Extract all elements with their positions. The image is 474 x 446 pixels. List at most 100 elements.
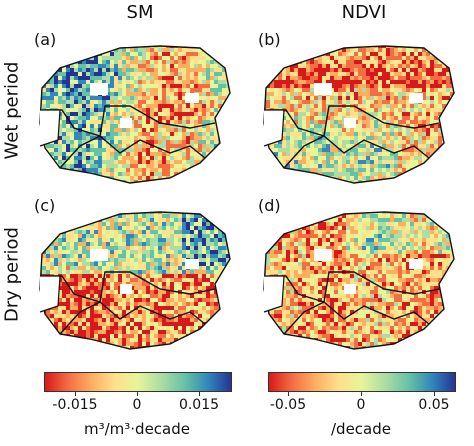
map-pixel	[190, 164, 194, 168]
map-pixel	[334, 28, 338, 32]
map-pixel	[334, 136, 338, 140]
map-pixel	[186, 40, 190, 44]
map-pixel	[370, 72, 374, 76]
map-pixel	[318, 28, 322, 32]
map-pixel	[438, 100, 442, 104]
map-pixel	[166, 156, 170, 160]
map-pixel	[158, 246, 162, 250]
map-pixel	[102, 48, 106, 52]
map-pixel	[142, 230, 146, 234]
map-pixel	[114, 68, 118, 72]
map-pixel	[126, 194, 130, 198]
map-pixel	[54, 64, 58, 68]
map-pixel	[258, 60, 262, 64]
map-pixel	[230, 140, 234, 144]
map-pixel	[118, 92, 122, 96]
map-pixel	[346, 28, 350, 32]
map-pixel	[294, 36, 298, 40]
map-pixel	[394, 120, 398, 124]
map-pixel	[310, 72, 314, 76]
map-pixel	[62, 148, 66, 152]
map-pixel	[258, 76, 262, 80]
map-pixel	[426, 96, 430, 100]
map-pixel	[378, 144, 382, 148]
map-pixel	[158, 48, 162, 52]
map-pixel	[78, 140, 82, 144]
map-pixel	[134, 156, 138, 160]
map-pixel	[426, 32, 430, 36]
map-pixel	[146, 76, 150, 80]
map-pixel	[154, 76, 158, 80]
map-pixel	[130, 96, 134, 100]
map-pixel	[218, 152, 222, 156]
map-pixel	[338, 160, 342, 164]
map-pixel	[178, 246, 182, 250]
map-pixel	[398, 168, 402, 172]
map-pixel	[218, 218, 222, 222]
map-pixel	[50, 92, 54, 96]
map-pixel	[458, 136, 462, 140]
map-pixel	[70, 136, 74, 140]
map-pixel	[254, 132, 258, 136]
map-pixel	[442, 128, 446, 132]
map-pixel	[238, 52, 240, 56]
map-pixel	[402, 184, 406, 188]
map-pixel	[386, 116, 390, 120]
map-pixel	[310, 88, 314, 92]
map-pixel	[354, 28, 358, 32]
map-pixel	[234, 108, 238, 112]
map-pixel	[34, 234, 38, 238]
map-pixel	[226, 144, 230, 148]
map-pixel	[398, 80, 402, 84]
map-pixel	[78, 234, 82, 238]
map-pixel	[202, 222, 206, 226]
map-pixel	[94, 140, 98, 144]
map-pixel	[434, 60, 438, 64]
map-pixel	[358, 116, 362, 120]
map-pixel	[130, 148, 134, 152]
map-pixel	[82, 214, 86, 218]
map-pixel	[390, 160, 394, 164]
map-pixel	[70, 202, 74, 206]
map-pixel	[378, 100, 382, 104]
map-pixel	[118, 136, 122, 140]
map-pixel	[186, 226, 190, 230]
map-pixel	[454, 80, 458, 84]
map-pixel	[126, 72, 130, 76]
map-pixel	[198, 32, 202, 36]
map-pixel	[286, 68, 290, 72]
map-pixel	[374, 160, 378, 164]
map-pixel	[198, 238, 202, 242]
map-pixel	[458, 116, 462, 120]
map-pixel	[110, 80, 114, 84]
map-pixel	[454, 48, 458, 52]
map-pixel	[146, 202, 150, 206]
map-pixel	[422, 136, 426, 140]
map-pixel	[58, 202, 62, 206]
map-pixel	[362, 36, 366, 40]
map-pixel	[30, 60, 34, 64]
map-pixel	[86, 104, 90, 108]
map-pixel	[30, 180, 34, 184]
map-pixel	[50, 68, 54, 72]
map-pixel	[306, 52, 310, 56]
map-pixel	[82, 156, 86, 160]
map-pixel	[322, 160, 326, 164]
map-pixel	[274, 176, 278, 180]
map-pixel	[238, 92, 240, 96]
map-pixel	[58, 136, 62, 140]
map-pixel	[434, 132, 438, 136]
map-pixel	[142, 242, 146, 246]
map-pixel	[78, 104, 82, 108]
map-pixel	[50, 184, 54, 188]
map-pixel	[114, 72, 118, 76]
map-pixel	[222, 46, 226, 48]
map-pixel	[66, 194, 70, 198]
map-pixel	[142, 226, 146, 230]
map-pixel	[194, 238, 198, 242]
map-pixel	[62, 218, 66, 222]
map-pixel	[118, 56, 122, 60]
map-pixel	[138, 144, 142, 148]
map-pixel	[62, 156, 66, 160]
map-pixel	[118, 234, 122, 238]
